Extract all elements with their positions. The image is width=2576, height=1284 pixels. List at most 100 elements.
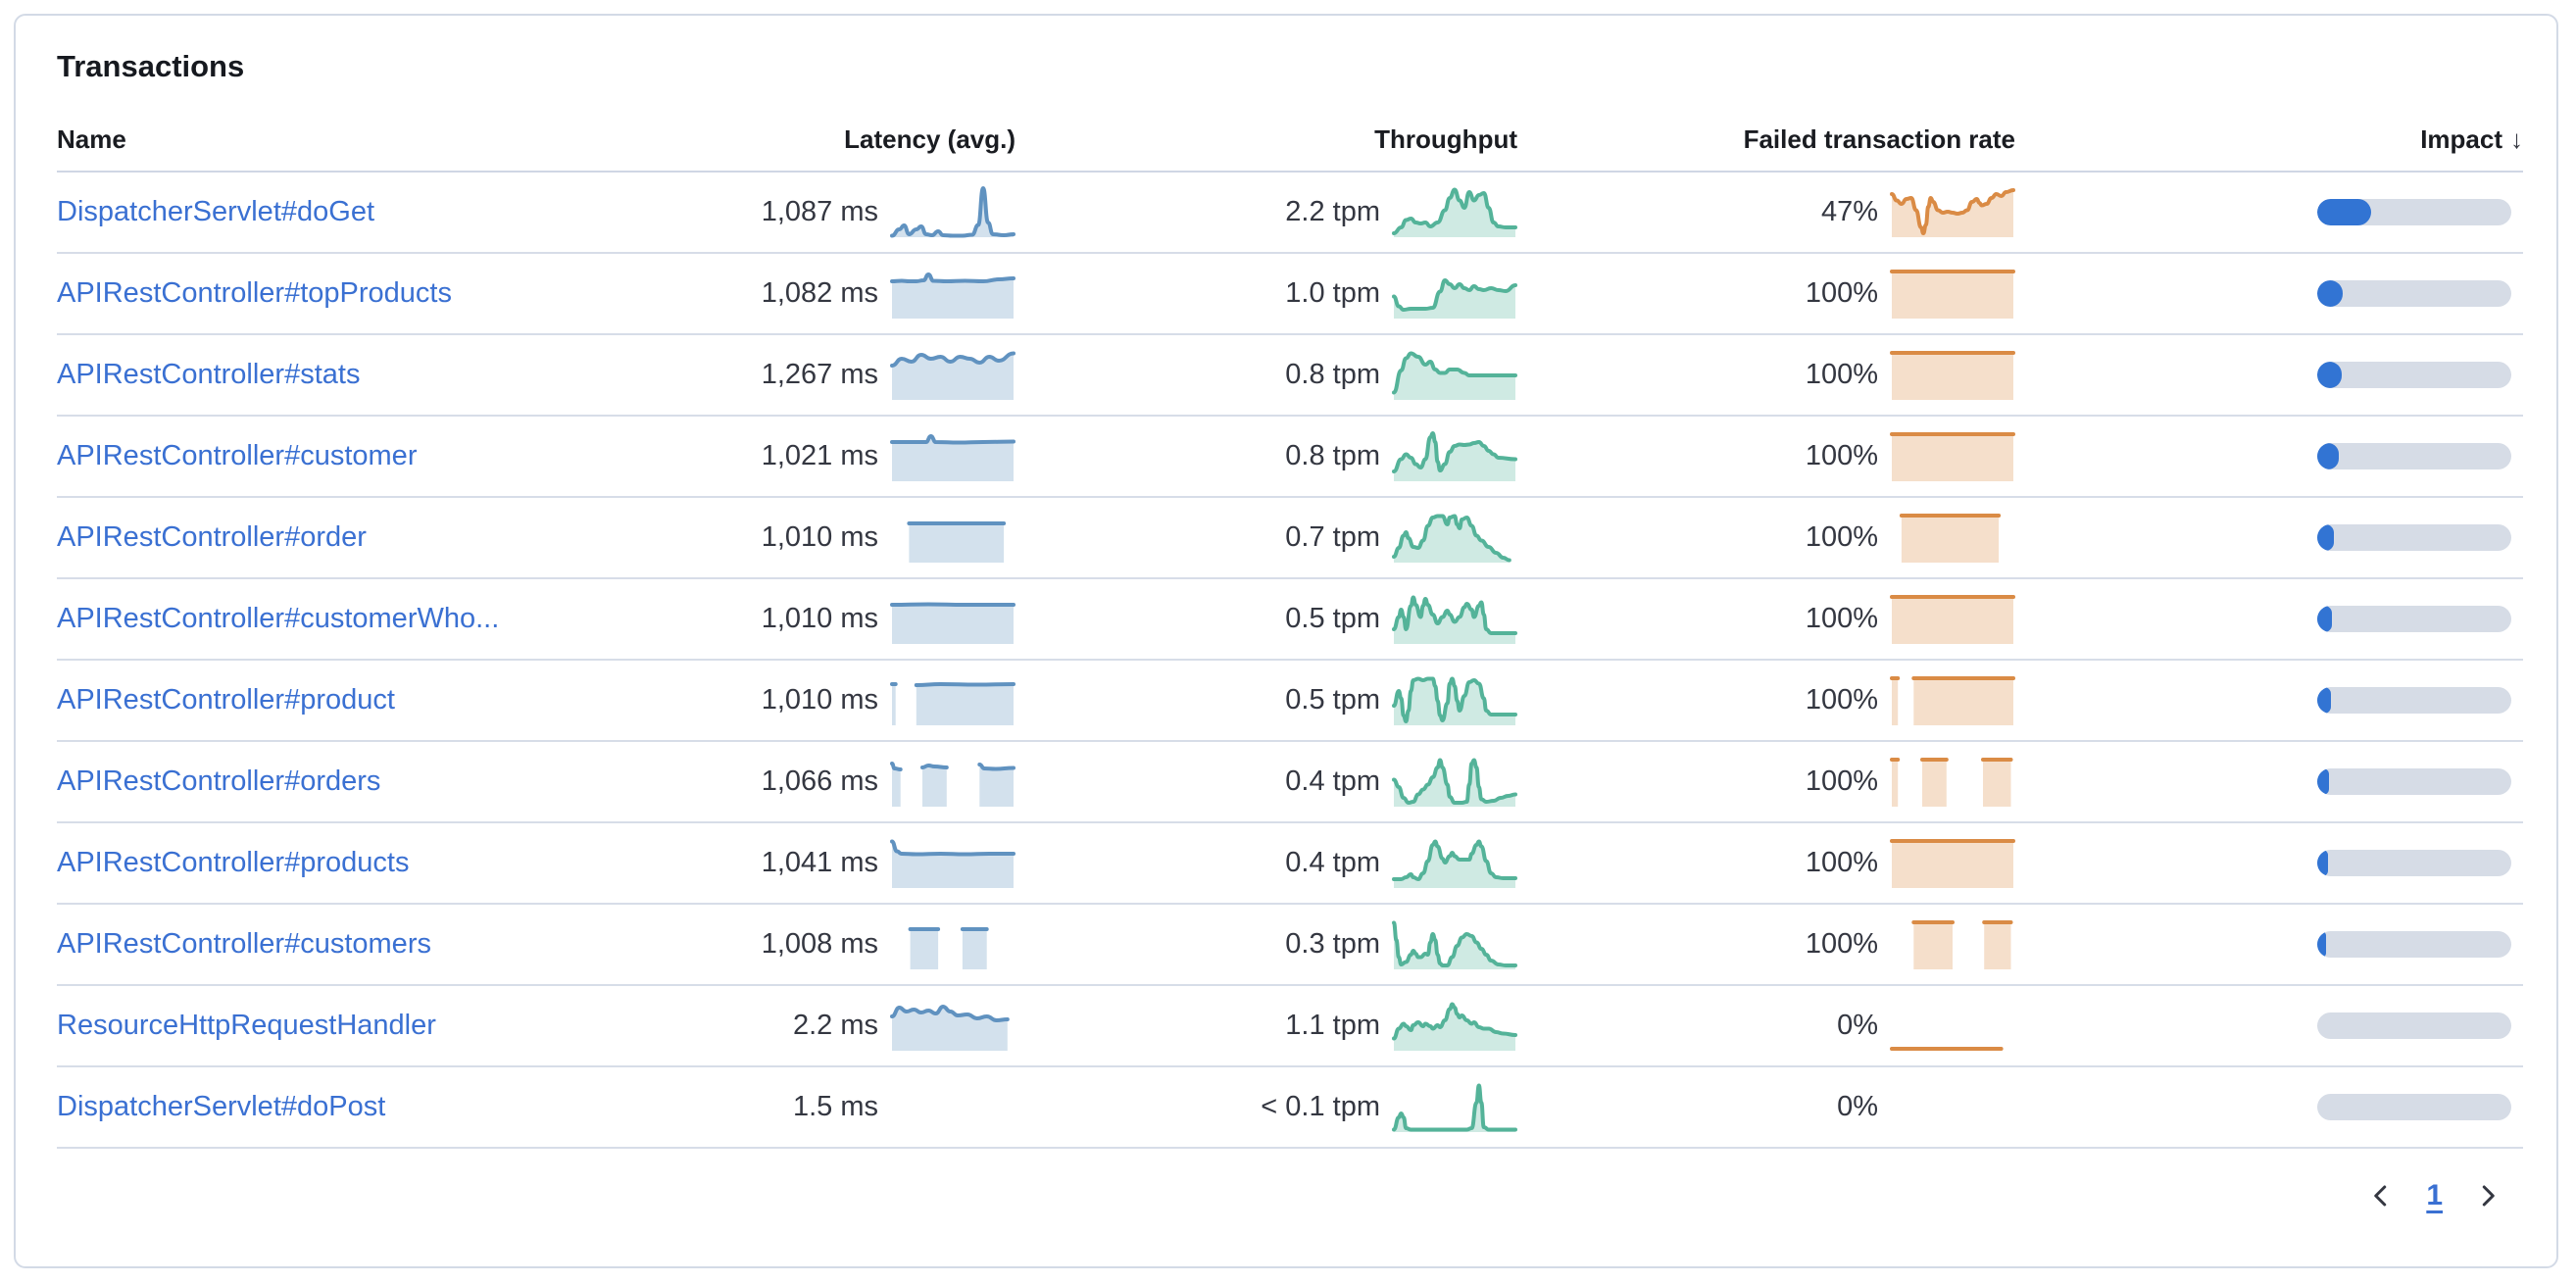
- column-header-latency[interactable]: Latency (avg.): [844, 124, 1016, 154]
- failed-rate-value: 100%: [1805, 765, 1878, 797]
- failed-rate-value: 100%: [1805, 440, 1878, 471]
- chevron-right-icon: [2482, 1185, 2495, 1207]
- throughput-cell: 2.2 tpm: [1016, 185, 1517, 240]
- impact-bar-track: [2317, 524, 2511, 551]
- failed-rate-value: 100%: [1805, 847, 1878, 878]
- transaction-link[interactable]: APIRestController#stats: [57, 359, 361, 390]
- throughput-value: 1.1 tpm: [1285, 1010, 1380, 1041]
- transaction-name-cell: DispatcherServlet#doPost: [57, 1091, 741, 1123]
- transaction-link[interactable]: APIRestController#product: [57, 684, 395, 716]
- impact-cell: [2015, 768, 2523, 795]
- chevron-left-icon: [2374, 1185, 2387, 1207]
- impact-cell: [2015, 687, 2523, 714]
- impact-bar-track: [2317, 199, 2511, 225]
- latency-sparkline: [890, 836, 1016, 891]
- throughput-cell: 1.1 tpm: [1016, 999, 1517, 1054]
- failed-rate-cell: 0%: [1517, 999, 2015, 1054]
- transaction-link[interactable]: APIRestController#order: [57, 521, 367, 553]
- column-header-throughput[interactable]: Throughput: [1374, 124, 1517, 154]
- failed-rate-sparkline: [1890, 673, 2015, 728]
- failed-rate-sparkline: [1890, 511, 2015, 566]
- page-number-current[interactable]: 1: [2426, 1179, 2443, 1211]
- throughput-cell: 0.4 tpm: [1016, 836, 1517, 891]
- transaction-link[interactable]: APIRestController#customers: [57, 928, 431, 960]
- impact-cell: [2015, 443, 2523, 469]
- transaction-link[interactable]: ResourceHttpRequestHandler: [57, 1010, 436, 1041]
- throughput-cell: 0.3 tpm: [1016, 917, 1517, 972]
- failed-rate-sparkline: [1890, 429, 2015, 484]
- table-row: DispatcherServlet#doPost 1.5 ms < 0.1 tp…: [57, 1067, 2523, 1149]
- failed-rate-cell: 100%: [1517, 836, 2015, 891]
- table-row: APIRestController#customer 1,021 ms 0.8 …: [57, 417, 2523, 498]
- impact-bar-track: [2317, 850, 2511, 876]
- impact-bar-track: [2317, 606, 2511, 632]
- transaction-link[interactable]: APIRestController#topProducts: [57, 277, 452, 309]
- transaction-link[interactable]: APIRestController#orders: [57, 765, 381, 797]
- throughput-cell: < 0.1 tpm: [1016, 1080, 1517, 1135]
- failed-rate-sparkline: [1890, 836, 2015, 891]
- impact-cell: [2015, 931, 2523, 958]
- failed-rate-value: 100%: [1805, 277, 1878, 309]
- table-row: APIRestController#topProducts 1,082 ms 1…: [57, 254, 2523, 335]
- throughput-value: 2.2 tpm: [1285, 196, 1380, 227]
- latency-value: 1,021 ms: [761, 440, 878, 471]
- throughput-value: 0.7 tpm: [1285, 521, 1380, 553]
- latency-value: 1,082 ms: [761, 277, 878, 309]
- failed-rate-value: 100%: [1805, 521, 1878, 553]
- table-row: APIRestController#stats 1,267 ms 0.8 tpm…: [57, 335, 2523, 417]
- impact-bar-track: [2317, 362, 2511, 388]
- transaction-name-cell: APIRestController#products: [57, 847, 741, 879]
- failed-rate-value: 100%: [1805, 928, 1878, 960]
- impact-cell: [2015, 1012, 2523, 1039]
- throughput-sparkline: [1392, 429, 1517, 484]
- transactions-panel: Transactions Name Latency (avg.) Through…: [14, 14, 2558, 1268]
- transaction-link[interactable]: DispatcherServlet#doGet: [57, 196, 374, 227]
- throughput-sparkline: [1392, 917, 1517, 972]
- transaction-name-cell: APIRestController#product: [57, 684, 741, 716]
- column-header-failed-rate[interactable]: Failed transaction rate: [1743, 124, 2015, 154]
- transaction-link[interactable]: APIRestController#products: [57, 847, 410, 878]
- failed-rate-value: 100%: [1805, 684, 1878, 716]
- latency-cell: 1,010 ms: [741, 511, 1016, 566]
- transaction-name-cell: APIRestController#customers: [57, 928, 741, 961]
- impact-bar-fill: [2317, 850, 2328, 876]
- latency-value: 1,010 ms: [761, 684, 878, 716]
- transaction-link[interactable]: APIRestController#customerWho...: [57, 603, 500, 634]
- column-header-impact[interactable]: Impact ↓: [2420, 124, 2523, 154]
- impact-bar-fill: [2317, 362, 2342, 388]
- failed-rate-cell: 100%: [1517, 348, 2015, 403]
- latency-sparkline: [890, 673, 1016, 728]
- throughput-value: 0.4 tpm: [1285, 765, 1380, 797]
- next-page-button[interactable]: [2468, 1176, 2507, 1215]
- failed-rate-sparkline: [1890, 755, 2015, 810]
- previous-page-button[interactable]: [2361, 1176, 2401, 1215]
- throughput-value: 1.0 tpm: [1285, 277, 1380, 309]
- failed-rate-value: 0%: [1837, 1010, 1878, 1041]
- transaction-link[interactable]: DispatcherServlet#doPost: [57, 1091, 386, 1122]
- latency-sparkline: [890, 999, 1016, 1054]
- impact-bar-fill: [2317, 524, 2334, 551]
- transaction-link[interactable]: APIRestController#customer: [57, 440, 418, 471]
- throughput-value: 0.5 tpm: [1285, 684, 1380, 716]
- latency-sparkline: [890, 429, 1016, 484]
- throughput-cell: 0.8 tpm: [1016, 429, 1517, 484]
- transaction-name-cell: APIRestController#order: [57, 521, 741, 554]
- latency-cell: 1,087 ms: [741, 185, 1016, 240]
- impact-cell: [2015, 199, 2523, 225]
- column-header-name[interactable]: Name: [57, 124, 126, 154]
- impact-cell: [2015, 524, 2523, 551]
- failed-rate-cell: 100%: [1517, 592, 2015, 647]
- throughput-cell: 0.8 tpm: [1016, 348, 1517, 403]
- latency-sparkline: [890, 755, 1016, 810]
- latency-cell: 1,082 ms: [741, 267, 1016, 321]
- transaction-name-cell: ResourceHttpRequestHandler: [57, 1010, 741, 1042]
- table-row: ResourceHttpRequestHandler 2.2 ms 1.1 tp…: [57, 986, 2523, 1067]
- throughput-sparkline: [1392, 1080, 1517, 1135]
- latency-sparkline: [890, 267, 1016, 321]
- failed-rate-value: 0%: [1837, 1091, 1878, 1122]
- latency-value: 1,267 ms: [761, 359, 878, 390]
- throughput-value: 0.5 tpm: [1285, 603, 1380, 634]
- impact-bar-track: [2317, 1012, 2511, 1039]
- throughput-sparkline: [1392, 755, 1517, 810]
- throughput-cell: 1.0 tpm: [1016, 267, 1517, 321]
